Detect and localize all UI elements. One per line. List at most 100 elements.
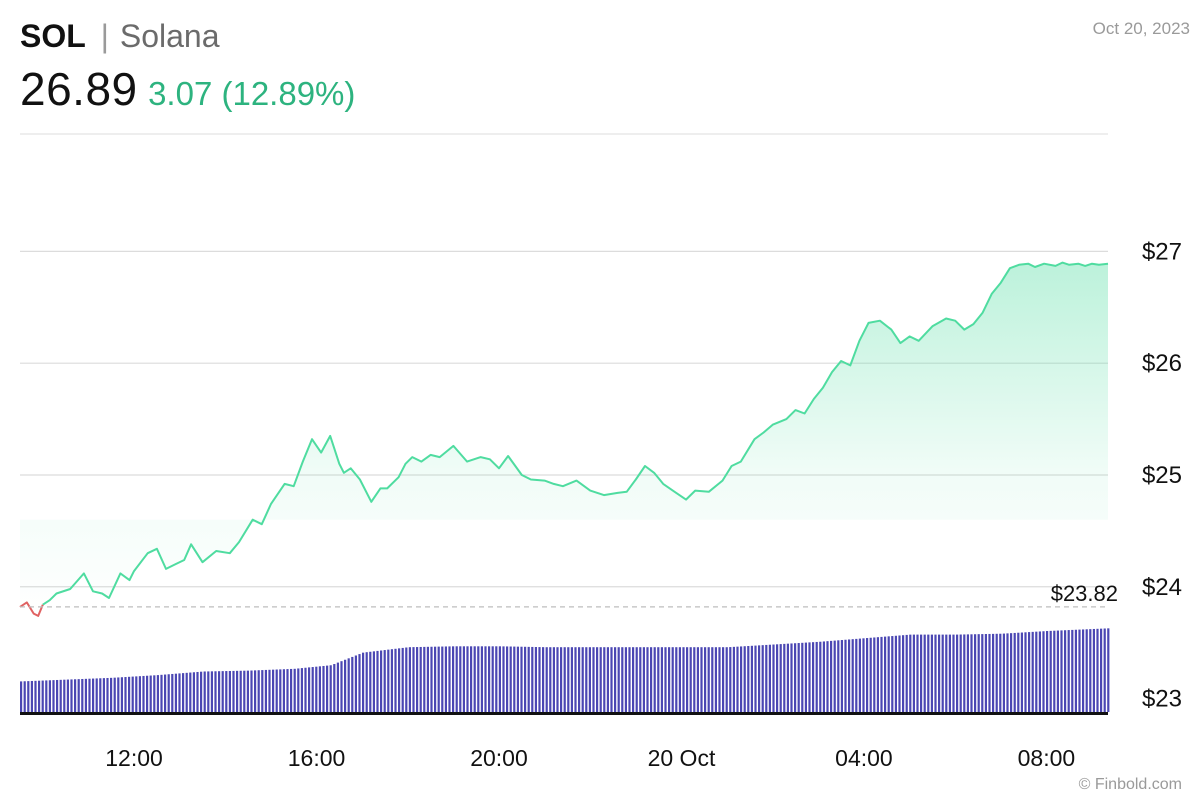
volume-bar bbox=[423, 646, 426, 712]
volume-bar bbox=[1103, 628, 1106, 712]
volume-bar bbox=[1089, 629, 1092, 712]
volume-bar bbox=[1096, 628, 1099, 712]
volume-bar bbox=[203, 671, 206, 712]
volume-bar bbox=[1010, 633, 1013, 712]
volume-bar bbox=[30, 680, 33, 712]
volume-bar bbox=[956, 634, 959, 712]
volume-bar bbox=[977, 634, 980, 712]
volume-bar bbox=[822, 641, 825, 712]
volume-bar bbox=[797, 643, 800, 712]
volume-bar bbox=[333, 664, 336, 712]
volume-bar bbox=[1092, 628, 1095, 712]
volume-bar bbox=[761, 645, 764, 712]
volume-bar bbox=[214, 671, 217, 712]
volume-bar bbox=[948, 634, 951, 712]
volume-bar bbox=[516, 646, 519, 712]
volume-bar bbox=[664, 647, 667, 712]
volume-bar bbox=[974, 634, 977, 712]
volume-bar bbox=[124, 677, 127, 712]
reference-line: $23.82 bbox=[20, 581, 1118, 608]
volume-bar bbox=[1078, 629, 1081, 712]
reference-line-label: $23.82 bbox=[1051, 581, 1118, 606]
volume-bar bbox=[844, 639, 847, 712]
volume-bar bbox=[606, 647, 609, 712]
price-area bbox=[20, 262, 1108, 616]
volume-bar bbox=[495, 646, 498, 712]
x-tick-label: 16:00 bbox=[288, 745, 346, 771]
volume-bar bbox=[740, 646, 743, 712]
volume-bar bbox=[27, 681, 30, 712]
volume-bar bbox=[138, 676, 141, 712]
volume-bar bbox=[1020, 632, 1023, 712]
volume-bar bbox=[164, 674, 167, 712]
volume-bar bbox=[1035, 631, 1038, 712]
price-series-line bbox=[42, 261, 1109, 606]
volume-bar bbox=[981, 634, 984, 712]
volume-bar bbox=[567, 647, 570, 712]
volume-bar bbox=[729, 647, 732, 712]
volume-bar bbox=[750, 645, 753, 712]
volume-bar bbox=[250, 670, 253, 712]
volume-bar bbox=[894, 635, 897, 712]
volume-bar bbox=[153, 675, 156, 712]
volume-bar bbox=[146, 675, 149, 712]
volume-bar bbox=[905, 634, 908, 712]
volume-bar bbox=[45, 680, 48, 712]
price-area-fill bbox=[20, 262, 1108, 616]
volume-bar bbox=[732, 646, 735, 712]
volume-bar bbox=[830, 640, 833, 712]
volume-bar bbox=[693, 647, 696, 712]
volume-bar bbox=[398, 648, 401, 712]
volume-bar bbox=[574, 647, 577, 712]
volume-bar bbox=[869, 637, 872, 712]
volume-bar bbox=[365, 652, 368, 712]
volume-bar bbox=[531, 646, 534, 712]
volume-bar bbox=[945, 634, 948, 712]
volume-bar bbox=[293, 668, 296, 712]
volume-bar bbox=[930, 634, 933, 712]
volume-bar bbox=[358, 654, 361, 712]
volume-bar bbox=[992, 633, 995, 712]
volume-bar bbox=[837, 640, 840, 712]
volume-bar bbox=[902, 635, 905, 712]
volume-bar bbox=[563, 647, 566, 712]
volume-bar bbox=[934, 634, 937, 712]
volume-bar bbox=[38, 680, 41, 712]
volume-bar bbox=[714, 647, 717, 712]
volume-bar bbox=[801, 642, 804, 712]
volume-bar bbox=[887, 636, 890, 712]
volume-bar bbox=[718, 647, 721, 712]
price-line-series bbox=[19, 261, 1109, 617]
volume-bar bbox=[430, 646, 433, 712]
volume-bar bbox=[570, 647, 573, 712]
volume-bar bbox=[236, 670, 239, 712]
volume-bar bbox=[182, 673, 185, 712]
volume-bar bbox=[408, 647, 411, 712]
volume-bar bbox=[819, 641, 822, 712]
volume-bar bbox=[1002, 633, 1005, 712]
volume-bar bbox=[639, 647, 642, 712]
volume-bar bbox=[545, 647, 548, 712]
volume-bar bbox=[790, 643, 793, 712]
volume-bar bbox=[941, 634, 944, 712]
volume-bar bbox=[923, 634, 926, 712]
volume-bar bbox=[142, 675, 145, 712]
volume-bar bbox=[682, 647, 685, 712]
volume-bar bbox=[225, 671, 228, 712]
volume-bar bbox=[984, 634, 987, 712]
volume-bar bbox=[318, 666, 321, 712]
volume-bar bbox=[113, 677, 116, 712]
volume-bar bbox=[221, 671, 224, 712]
volume-bar bbox=[275, 669, 278, 712]
y-tick-label: $27 bbox=[1142, 238, 1182, 265]
volume-bar bbox=[405, 647, 408, 712]
y-axis-labels: $23 $24 $25 $26 $27 bbox=[1142, 238, 1182, 712]
volume-bar bbox=[322, 665, 325, 712]
volume-bar bbox=[912, 634, 915, 712]
chart-date: Oct 20, 2023 bbox=[1092, 19, 1190, 38]
volume-bar bbox=[804, 642, 807, 712]
volume-bar bbox=[477, 646, 480, 712]
volume-bar bbox=[329, 665, 332, 712]
volume-bar bbox=[988, 633, 991, 712]
volume-bar bbox=[1024, 632, 1027, 712]
